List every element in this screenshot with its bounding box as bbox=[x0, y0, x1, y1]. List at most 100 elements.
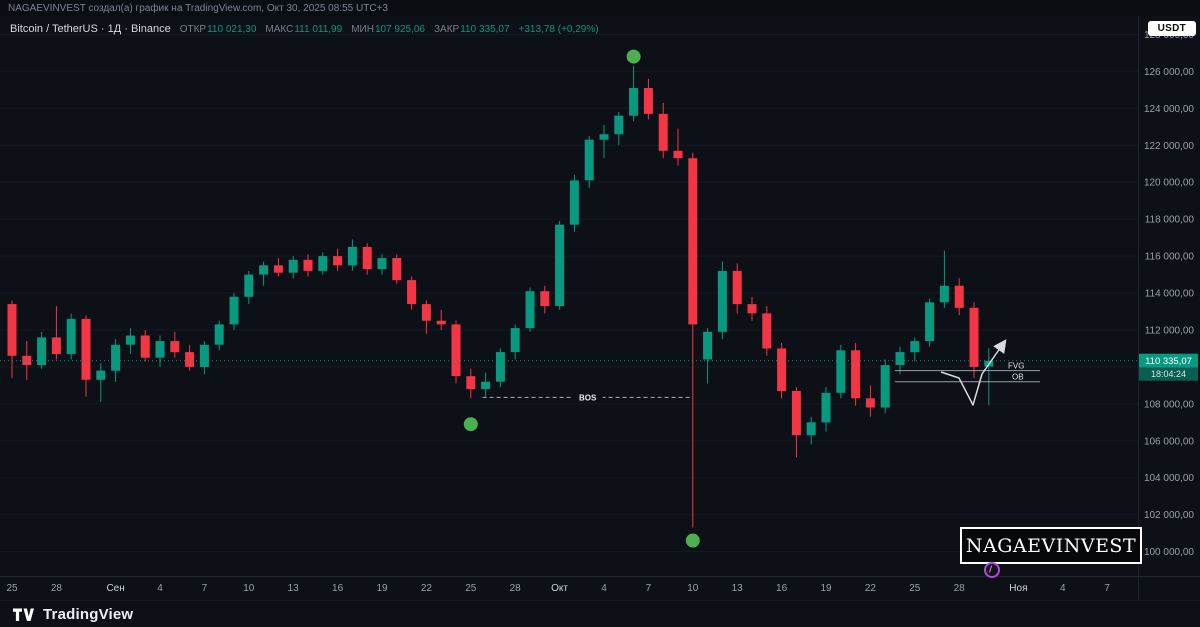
svg-text:19: 19 bbox=[820, 583, 832, 594]
svg-text:28: 28 bbox=[51, 583, 63, 594]
svg-text:BOS: BOS bbox=[579, 393, 597, 402]
signal-dot bbox=[626, 49, 641, 64]
candle-body bbox=[895, 352, 905, 365]
svg-text:122 000,00: 122 000,00 bbox=[1144, 141, 1194, 152]
svg-text:116 000,00: 116 000,00 bbox=[1145, 252, 1195, 263]
candle-body bbox=[717, 270, 727, 332]
candles-layer[interactable] bbox=[7, 65, 994, 528]
svg-text:118 000,00: 118 000,00 bbox=[1145, 215, 1195, 226]
svg-text:100 000,00: 100 000,00 bbox=[1144, 547, 1194, 558]
svg-text:104 000,00: 104 000,00 bbox=[1144, 473, 1194, 484]
candle-body bbox=[155, 341, 165, 358]
candle-body bbox=[111, 344, 121, 371]
candle-body bbox=[185, 352, 195, 367]
svg-text:102 000,00: 102 000,00 bbox=[1144, 510, 1194, 521]
candle-body bbox=[125, 335, 135, 345]
candle-body bbox=[584, 139, 594, 181]
candle-body bbox=[510, 328, 520, 353]
candle-body bbox=[495, 352, 505, 382]
candle-body bbox=[806, 422, 816, 436]
time-axis[interactable]: 25 28 Сен 4 7 10 13 16 19 22 25 28 Окт 4 7 10 13 16 19 22 25… bbox=[6, 583, 1110, 594]
candle-body bbox=[214, 324, 224, 345]
candle-body bbox=[66, 318, 76, 354]
fvg-annotation[interactable]: FVG bbox=[895, 362, 1040, 372]
candle-body bbox=[451, 324, 461, 377]
signal-markers[interactable] bbox=[463, 49, 700, 548]
candle-body bbox=[703, 331, 713, 360]
svg-text:13: 13 bbox=[732, 583, 744, 594]
watermark-text: NAGAEVINVEST bbox=[965, 534, 1137, 557]
candle-body bbox=[540, 291, 550, 306]
candle-body bbox=[791, 390, 801, 436]
svg-text:16: 16 bbox=[776, 583, 788, 594]
candle-body bbox=[688, 158, 698, 325]
candle-body bbox=[569, 180, 579, 225]
candle-body bbox=[377, 258, 387, 270]
candle-body bbox=[303, 259, 313, 271]
candle-body bbox=[925, 302, 935, 342]
candle-body bbox=[614, 115, 624, 135]
candle-body bbox=[466, 376, 476, 390]
candle-body bbox=[333, 256, 343, 266]
svg-text:25: 25 bbox=[909, 583, 921, 594]
candle-body bbox=[599, 134, 609, 140]
candle-body bbox=[732, 270, 742, 305]
candle-body bbox=[51, 337, 61, 354]
candle-body bbox=[481, 381, 491, 390]
svg-text:Ноя: Ноя bbox=[1009, 583, 1027, 594]
grid-layer bbox=[0, 34, 1138, 553]
candle-body bbox=[288, 259, 298, 273]
candle-body bbox=[777, 348, 787, 391]
candle-body bbox=[525, 291, 535, 329]
candle-body bbox=[170, 341, 180, 353]
svg-text:25: 25 bbox=[465, 583, 477, 594]
tradingview-brand-text: TradingView bbox=[43, 605, 134, 623]
svg-text:7: 7 bbox=[202, 583, 208, 594]
svg-text:7: 7 bbox=[646, 583, 652, 594]
candle-body bbox=[762, 313, 772, 349]
bos-annotation[interactable]: BOS bbox=[482, 391, 693, 403]
svg-text:10: 10 bbox=[687, 583, 699, 594]
currency-badge[interactable]: USDT bbox=[1147, 21, 1196, 36]
candle-body bbox=[658, 113, 668, 151]
candle-body bbox=[673, 150, 683, 159]
tradingview-logo[interactable]: TradingView bbox=[12, 606, 133, 623]
arrow-annotation[interactable] bbox=[940, 339, 1007, 406]
tradingview-mark-icon bbox=[13, 608, 34, 621]
svg-text:22: 22 bbox=[865, 583, 877, 594]
candle-body bbox=[939, 285, 949, 303]
svg-text:126 000,00: 126 000,00 bbox=[1144, 67, 1194, 78]
svg-text:4: 4 bbox=[1060, 583, 1066, 594]
candle-body bbox=[318, 256, 328, 271]
candle-body bbox=[259, 265, 269, 275]
footer: TradingView bbox=[0, 600, 1200, 627]
attribution-bar: NAGAEVINVEST создал(а) график на Trading… bbox=[0, 0, 1200, 16]
signal-dot bbox=[685, 533, 700, 548]
candle-body bbox=[244, 274, 254, 297]
svg-text:16: 16 bbox=[332, 583, 344, 594]
candle-body bbox=[880, 365, 890, 408]
candle-body bbox=[347, 246, 357, 266]
candle-body bbox=[436, 320, 446, 325]
watermark: NAGAEVINVEST bbox=[960, 527, 1142, 564]
attribution-text: NAGAEVINVEST создал(а) график на Trading… bbox=[8, 2, 388, 14]
candle-body bbox=[96, 370, 106, 380]
candle-body bbox=[7, 304, 17, 356]
svg-text:108 000,00: 108 000,00 bbox=[1144, 399, 1194, 410]
svg-text:10: 10 bbox=[243, 583, 255, 594]
svg-text:106 000,00: 106 000,00 bbox=[1144, 436, 1194, 447]
svg-text:112 000,00: 112 000,00 bbox=[1145, 326, 1195, 337]
candle-body bbox=[22, 355, 32, 365]
candle-body bbox=[407, 280, 417, 305]
ob-annotation[interactable]: OB bbox=[895, 373, 1040, 383]
svg-text:13: 13 bbox=[288, 583, 300, 594]
candle-body bbox=[199, 344, 209, 367]
candle-body bbox=[910, 341, 920, 353]
svg-text:28: 28 bbox=[954, 583, 966, 594]
candle-body bbox=[81, 318, 91, 380]
candle-body bbox=[362, 246, 372, 270]
svg-text:114 000,00: 114 000,00 bbox=[1145, 289, 1195, 300]
